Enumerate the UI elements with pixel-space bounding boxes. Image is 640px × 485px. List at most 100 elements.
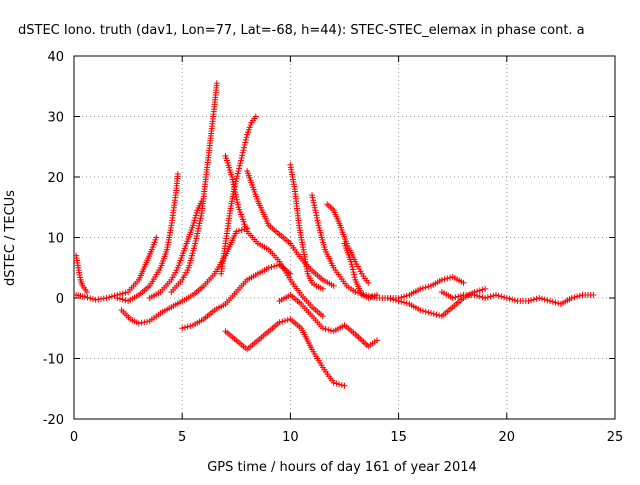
data-point: [365, 292, 372, 299]
data-point: [287, 270, 294, 277]
x-tick-label: 5: [178, 430, 186, 445]
data-point: [190, 219, 197, 226]
series-8: [244, 167, 337, 289]
data-point: [313, 212, 320, 219]
data-point: [241, 142, 248, 149]
data-point: [498, 293, 505, 300]
data-point: [233, 228, 240, 235]
data-point: [81, 293, 88, 300]
series-4: [168, 80, 220, 295]
series-15: [276, 291, 380, 350]
data-point: [309, 194, 316, 201]
data-point: [234, 199, 241, 206]
data-point: [310, 199, 317, 206]
data-point: [284, 316, 291, 323]
data-point: [482, 295, 489, 301]
data-point: [192, 212, 199, 219]
data-point: [236, 162, 243, 169]
grid: [74, 56, 615, 419]
data-point: [309, 192, 316, 199]
data-point: [352, 288, 359, 295]
data-point: [83, 288, 90, 295]
data-point: [474, 292, 481, 299]
data-point: [312, 207, 319, 214]
data-point: [417, 307, 424, 314]
data-point: [239, 149, 246, 156]
data-point: [574, 293, 581, 300]
data-point: [401, 293, 408, 300]
data-point: [360, 291, 367, 298]
data-point: [541, 296, 548, 303]
data-point: [487, 293, 494, 300]
data-point: [349, 266, 356, 273]
data-point: [193, 235, 200, 242]
data-point: [233, 194, 240, 201]
data-point: [231, 184, 238, 191]
data-point: [195, 222, 202, 229]
y-tick-label: -10: [43, 353, 64, 368]
data-point: [347, 258, 354, 265]
data-point: [460, 279, 467, 286]
data-point: [229, 176, 236, 183]
data-point: [119, 290, 126, 297]
chart-title: dSTEC Iono. truth (dav1, Lon=77, Lat=-68…: [18, 23, 585, 38]
data-point: [503, 295, 510, 301]
data-point: [193, 209, 200, 216]
data-point: [153, 234, 160, 241]
data-point: [368, 293, 375, 300]
data-point: [232, 178, 239, 185]
y-tick-label: 40: [47, 50, 64, 65]
data-point: [119, 296, 126, 303]
data-point: [240, 147, 247, 154]
data-point: [357, 290, 364, 297]
data-point: [108, 293, 115, 300]
data-point: [365, 279, 372, 286]
data-point: [482, 285, 489, 292]
data-point: [231, 186, 238, 193]
data-point: [239, 152, 246, 159]
data-point: [276, 319, 283, 326]
data-point: [197, 217, 204, 224]
data-point: [311, 204, 318, 211]
data-point: [390, 296, 397, 303]
data-point: [230, 179, 237, 186]
data-point: [311, 202, 318, 209]
data-point: [476, 293, 483, 300]
data-point: [198, 212, 205, 219]
data-point: [438, 276, 445, 283]
data-point: [395, 298, 402, 305]
data-point: [398, 298, 405, 305]
data-point: [384, 295, 391, 301]
data-point: [433, 311, 440, 318]
data-point: [319, 313, 326, 320]
data-point: [184, 323, 191, 330]
series-7: [222, 152, 326, 320]
data-point: [363, 291, 370, 298]
data-point: [193, 232, 200, 239]
data-point: [544, 297, 551, 304]
data-point: [114, 295, 121, 301]
data-point: [452, 294, 459, 301]
data-point: [141, 319, 148, 326]
data-point: [449, 295, 456, 301]
data-point: [495, 292, 502, 299]
data-point: [234, 201, 241, 208]
series-6: [218, 113, 259, 277]
data-point: [351, 271, 358, 278]
data-point: [351, 274, 358, 281]
data-point: [181, 324, 188, 331]
data-point: [237, 160, 244, 167]
data-point: [265, 264, 272, 271]
data-point: [479, 294, 486, 301]
y-tick-label: 10: [47, 232, 64, 247]
data-marks: [73, 80, 597, 389]
data-point: [312, 209, 319, 216]
series-3: [146, 198, 205, 301]
data-point: [549, 298, 556, 305]
data-point: [403, 292, 410, 299]
data-point: [355, 289, 362, 296]
data-point: [536, 295, 543, 301]
y-tick-label: 0: [56, 292, 64, 307]
data-point: [425, 309, 432, 316]
data-point: [422, 284, 429, 291]
